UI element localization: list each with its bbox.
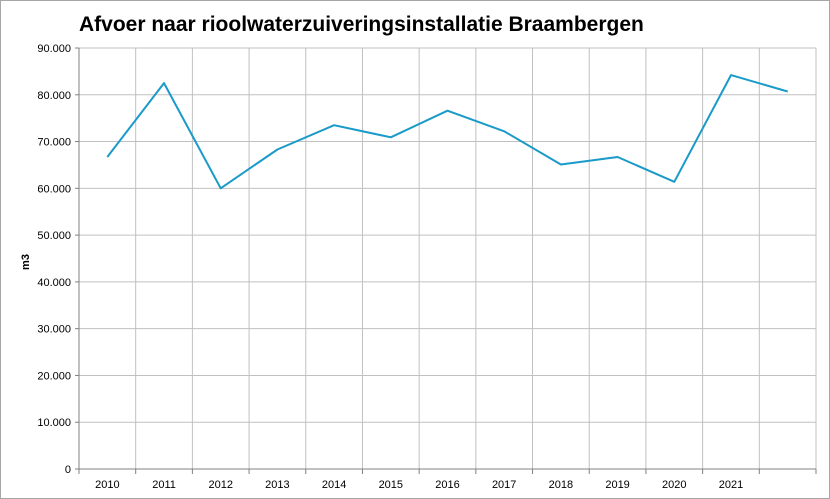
x-tick-label: 2015 — [379, 479, 403, 491]
x-tick-label: 2019 — [605, 479, 629, 491]
y-tick-label: 20.000 — [37, 370, 71, 382]
x-tick-label: 2012 — [208, 479, 232, 491]
y-tick-label: 40.000 — [37, 277, 71, 289]
y-tick-label: 80.000 — [37, 90, 71, 102]
x-tick-label: 2021 — [719, 479, 743, 491]
x-tick-label: 2013 — [265, 479, 289, 491]
y-tick-label: 10.000 — [37, 417, 71, 429]
y-tick-label: 50.000 — [37, 230, 71, 242]
x-tick-label: 2020 — [662, 479, 686, 491]
y-tick-label: 70.000 — [37, 137, 71, 149]
axes — [75, 47, 817, 474]
x-tick-label: 2011 — [152, 479, 176, 491]
x-tick-label: 2018 — [549, 479, 573, 491]
series — [106, 74, 788, 190]
x-tick-labels: 2010 2011 2012 2013 2014 2015 2016 2017 2018 2019… — [95, 479, 743, 491]
y-tick-labels: 0 10.000 20.000 30.000 40.000 50.000 60.000 70.… — [37, 43, 71, 476]
x-tick-label: 2017 — [492, 479, 516, 491]
y-tick-label: 60.000 — [37, 183, 71, 195]
x-tick-label: 2016 — [435, 479, 459, 491]
y-axis-label: m3 — [20, 254, 32, 270]
y-tick-label: 0 — [65, 464, 71, 476]
x-tick-label: 2010 — [95, 479, 119, 491]
chart-title: Afvoer naar rioolwaterzuiveringsinstalla… — [79, 13, 644, 36]
gridlines — [79, 47, 817, 469]
y-tick-label: 30.000 — [37, 324, 71, 336]
x-tick-label: 2014 — [322, 479, 346, 491]
y-tick-label: 90.000 — [37, 43, 71, 55]
series-line — [106, 74, 788, 190]
